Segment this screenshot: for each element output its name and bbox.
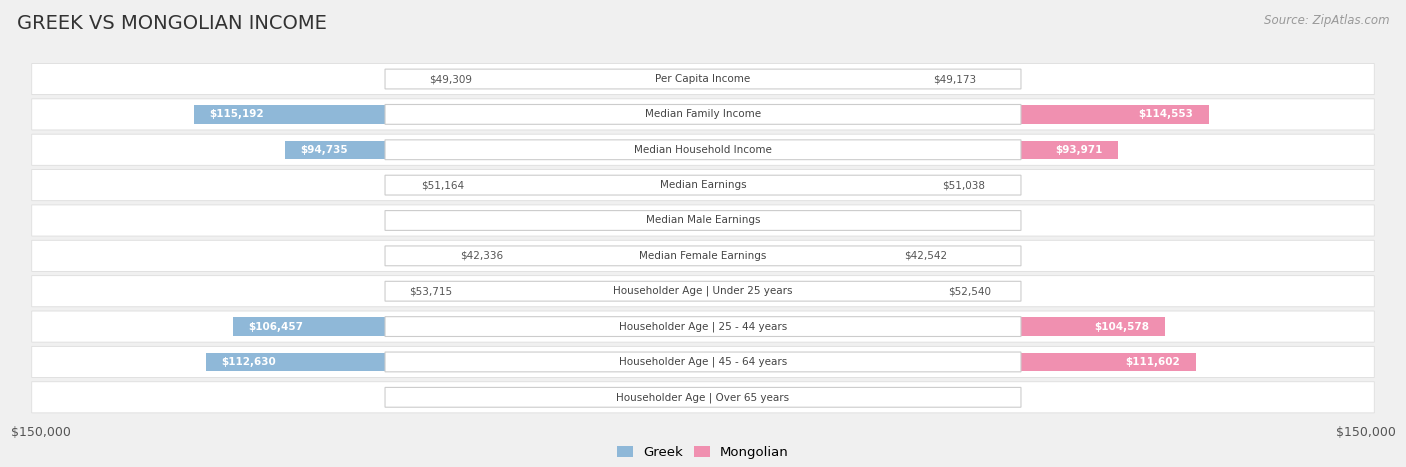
- FancyBboxPatch shape: [32, 170, 1374, 201]
- Text: Per Capita Income: Per Capita Income: [655, 74, 751, 84]
- Bar: [703, 70, 920, 88]
- FancyBboxPatch shape: [32, 99, 1374, 130]
- Bar: [703, 353, 1197, 371]
- FancyBboxPatch shape: [32, 311, 1374, 342]
- Text: $114,553: $114,553: [1139, 109, 1194, 120]
- Text: $49,309: $49,309: [429, 74, 472, 84]
- Bar: [233, 318, 703, 336]
- FancyBboxPatch shape: [32, 134, 1374, 165]
- Bar: [516, 247, 703, 265]
- FancyBboxPatch shape: [32, 347, 1374, 377]
- FancyBboxPatch shape: [385, 105, 1021, 124]
- FancyBboxPatch shape: [385, 352, 1021, 372]
- Text: $42,542: $42,542: [904, 251, 948, 261]
- Text: $51,038: $51,038: [942, 180, 984, 190]
- Text: Median Female Earnings: Median Female Earnings: [640, 251, 766, 261]
- Text: Source: ZipAtlas.com: Source: ZipAtlas.com: [1264, 14, 1389, 27]
- Text: Householder Age | 25 - 44 years: Householder Age | 25 - 44 years: [619, 321, 787, 332]
- FancyBboxPatch shape: [385, 175, 1021, 195]
- Text: Median Household Income: Median Household Income: [634, 145, 772, 155]
- Text: Median Male Earnings: Median Male Earnings: [645, 215, 761, 226]
- Text: $112,630: $112,630: [221, 357, 276, 367]
- Bar: [703, 141, 1118, 159]
- Text: $60,350: $60,350: [907, 215, 955, 226]
- Bar: [465, 282, 703, 300]
- Bar: [284, 141, 703, 159]
- Text: $65,306: $65,306: [430, 392, 478, 402]
- Text: $104,578: $104,578: [1094, 322, 1149, 332]
- Bar: [703, 247, 891, 265]
- FancyBboxPatch shape: [385, 211, 1021, 230]
- Text: $106,457: $106,457: [249, 322, 304, 332]
- FancyBboxPatch shape: [385, 246, 1021, 266]
- Bar: [415, 388, 703, 406]
- Text: Householder Age | Under 25 years: Householder Age | Under 25 years: [613, 286, 793, 297]
- Text: $42,336: $42,336: [460, 251, 503, 261]
- Text: Householder Age | 45 - 64 years: Householder Age | 45 - 64 years: [619, 357, 787, 367]
- Text: $111,602: $111,602: [1126, 357, 1181, 367]
- Text: $94,735: $94,735: [299, 145, 347, 155]
- Text: Median Family Income: Median Family Income: [645, 109, 761, 120]
- FancyBboxPatch shape: [32, 241, 1374, 271]
- Text: Median Earnings: Median Earnings: [659, 180, 747, 190]
- Bar: [205, 353, 703, 371]
- Text: $115,192: $115,192: [209, 109, 264, 120]
- Text: $61,242: $61,242: [449, 215, 496, 226]
- Text: GREEK VS MONGOLIAN INCOME: GREEK VS MONGOLIAN INCOME: [17, 14, 326, 33]
- Text: $93,971: $93,971: [1054, 145, 1102, 155]
- FancyBboxPatch shape: [385, 281, 1021, 301]
- Bar: [477, 176, 703, 194]
- Text: Householder Age | Over 65 years: Householder Age | Over 65 years: [616, 392, 790, 403]
- FancyBboxPatch shape: [385, 140, 1021, 160]
- Legend: Greek, Mongolian: Greek, Mongolian: [612, 441, 794, 465]
- FancyBboxPatch shape: [32, 382, 1374, 413]
- FancyBboxPatch shape: [32, 276, 1374, 307]
- Text: $53,715: $53,715: [409, 286, 453, 296]
- Bar: [703, 105, 1209, 124]
- Bar: [485, 70, 703, 88]
- FancyBboxPatch shape: [32, 205, 1374, 236]
- FancyBboxPatch shape: [385, 317, 1021, 337]
- Bar: [703, 176, 928, 194]
- Bar: [703, 318, 1164, 336]
- Bar: [433, 211, 703, 230]
- Bar: [194, 105, 703, 124]
- Text: $49,173: $49,173: [934, 74, 977, 84]
- Bar: [703, 388, 991, 406]
- Text: $52,540: $52,540: [948, 286, 991, 296]
- Bar: [703, 282, 935, 300]
- Text: $51,164: $51,164: [420, 180, 464, 190]
- Text: $65,326: $65,326: [928, 392, 976, 402]
- FancyBboxPatch shape: [32, 64, 1374, 95]
- FancyBboxPatch shape: [385, 69, 1021, 89]
- FancyBboxPatch shape: [385, 388, 1021, 407]
- Bar: [703, 211, 970, 230]
